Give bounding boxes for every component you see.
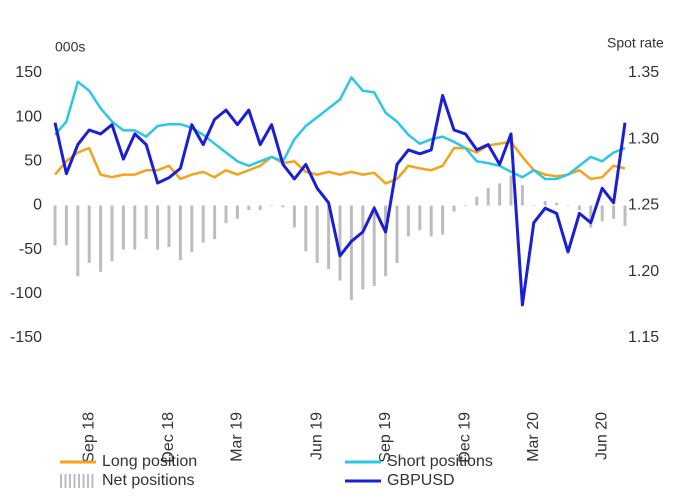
net-bar [258,205,262,210]
legend-swatch [60,474,62,488]
net-bar [600,205,604,222]
legend-swatch [91,474,94,488]
y-tick-label: -50 [19,241,42,258]
net-bar [247,205,251,210]
net-bar [87,205,91,263]
y-axis-label: 000s [55,39,85,55]
net-bar [520,185,524,206]
y-tick-label: 1.25 [628,197,659,214]
net-bar [555,202,559,206]
net-bar [156,205,160,250]
net-bar [372,205,376,286]
x-tick-label: Mar 20 [525,412,542,462]
net-bar [144,205,148,240]
y-tick-label: 1.30 [628,130,659,147]
net-bar [532,205,536,206]
net-bar [292,205,296,228]
x-tick-label: Dec 19 [457,412,474,463]
line [53,94,627,307]
y-tick-label: 0 [33,197,42,214]
net-bar [429,205,433,237]
y-tick-label: 100 [15,108,42,125]
y-tick-label: 150 [15,64,42,81]
legend-label: Net positions [102,472,195,489]
legend-swatch [87,474,89,488]
legend-swatch [64,474,67,488]
net-bar [418,205,422,231]
net-bar [475,196,479,206]
line [54,76,626,181]
y-tick-label: 1.15 [628,329,659,346]
net-bar [190,205,194,253]
net-bar [498,183,502,206]
net-bar [167,205,171,248]
x-tick-label: Dec 18 [160,412,177,463]
net-bar [270,205,274,206]
y-tick-label: -150 [10,329,42,346]
legend-swatch [78,474,80,488]
net-bar [406,205,410,237]
line [54,140,626,185]
net-bar [543,201,547,206]
legend-swatch [69,474,71,488]
x-tick-label: Jun 19 [308,412,325,460]
x-tick-label: Jun 20 [593,412,610,460]
y-tick-label: 1.35 [628,64,659,81]
net-bar [338,205,342,281]
net-bar [612,205,616,219]
net-bar [327,205,331,270]
net-bar [64,205,68,246]
x-tick-label: Sep 18 [80,412,97,463]
net-bar [53,205,57,246]
net-bar [384,205,388,277]
y-tick-label: -100 [10,285,42,302]
net-bar [395,205,399,263]
net-bar [281,205,285,208]
y-tick-label: 50 [24,153,42,170]
net-bar [121,205,125,250]
net-bar [133,205,137,250]
x-tick-label: Sep 19 [377,412,394,463]
net-bar [589,205,593,228]
legend-label: Short positions [387,453,493,470]
net-bar [224,205,228,224]
net-bar [213,205,217,240]
net-bar [304,205,308,252]
net-bar [463,205,467,206]
legend-swatch [73,474,76,488]
net-bar [452,205,456,212]
legend-label: Long position [102,453,197,470]
net-bar [509,175,513,206]
net-bar [577,205,581,210]
x-tick-label: Mar 19 [229,412,246,462]
net-bar [99,205,103,272]
net-bar [486,187,490,206]
net-bar [201,205,205,243]
net-bar [178,205,182,261]
legend-swatch [82,474,85,488]
net-bar [623,205,627,226]
net-bar [566,205,570,206]
legend-label: GBPUSD [387,472,455,489]
net-bar [361,205,365,290]
y-tick-label: 1.20 [628,263,659,280]
net-bar [441,205,445,235]
net-bar [76,205,80,277]
net-bar [235,205,239,219]
net-bar [315,205,319,263]
net-bar [349,205,353,301]
y2-axis-label: Spot rate [607,35,664,51]
net-bar [110,205,114,262]
